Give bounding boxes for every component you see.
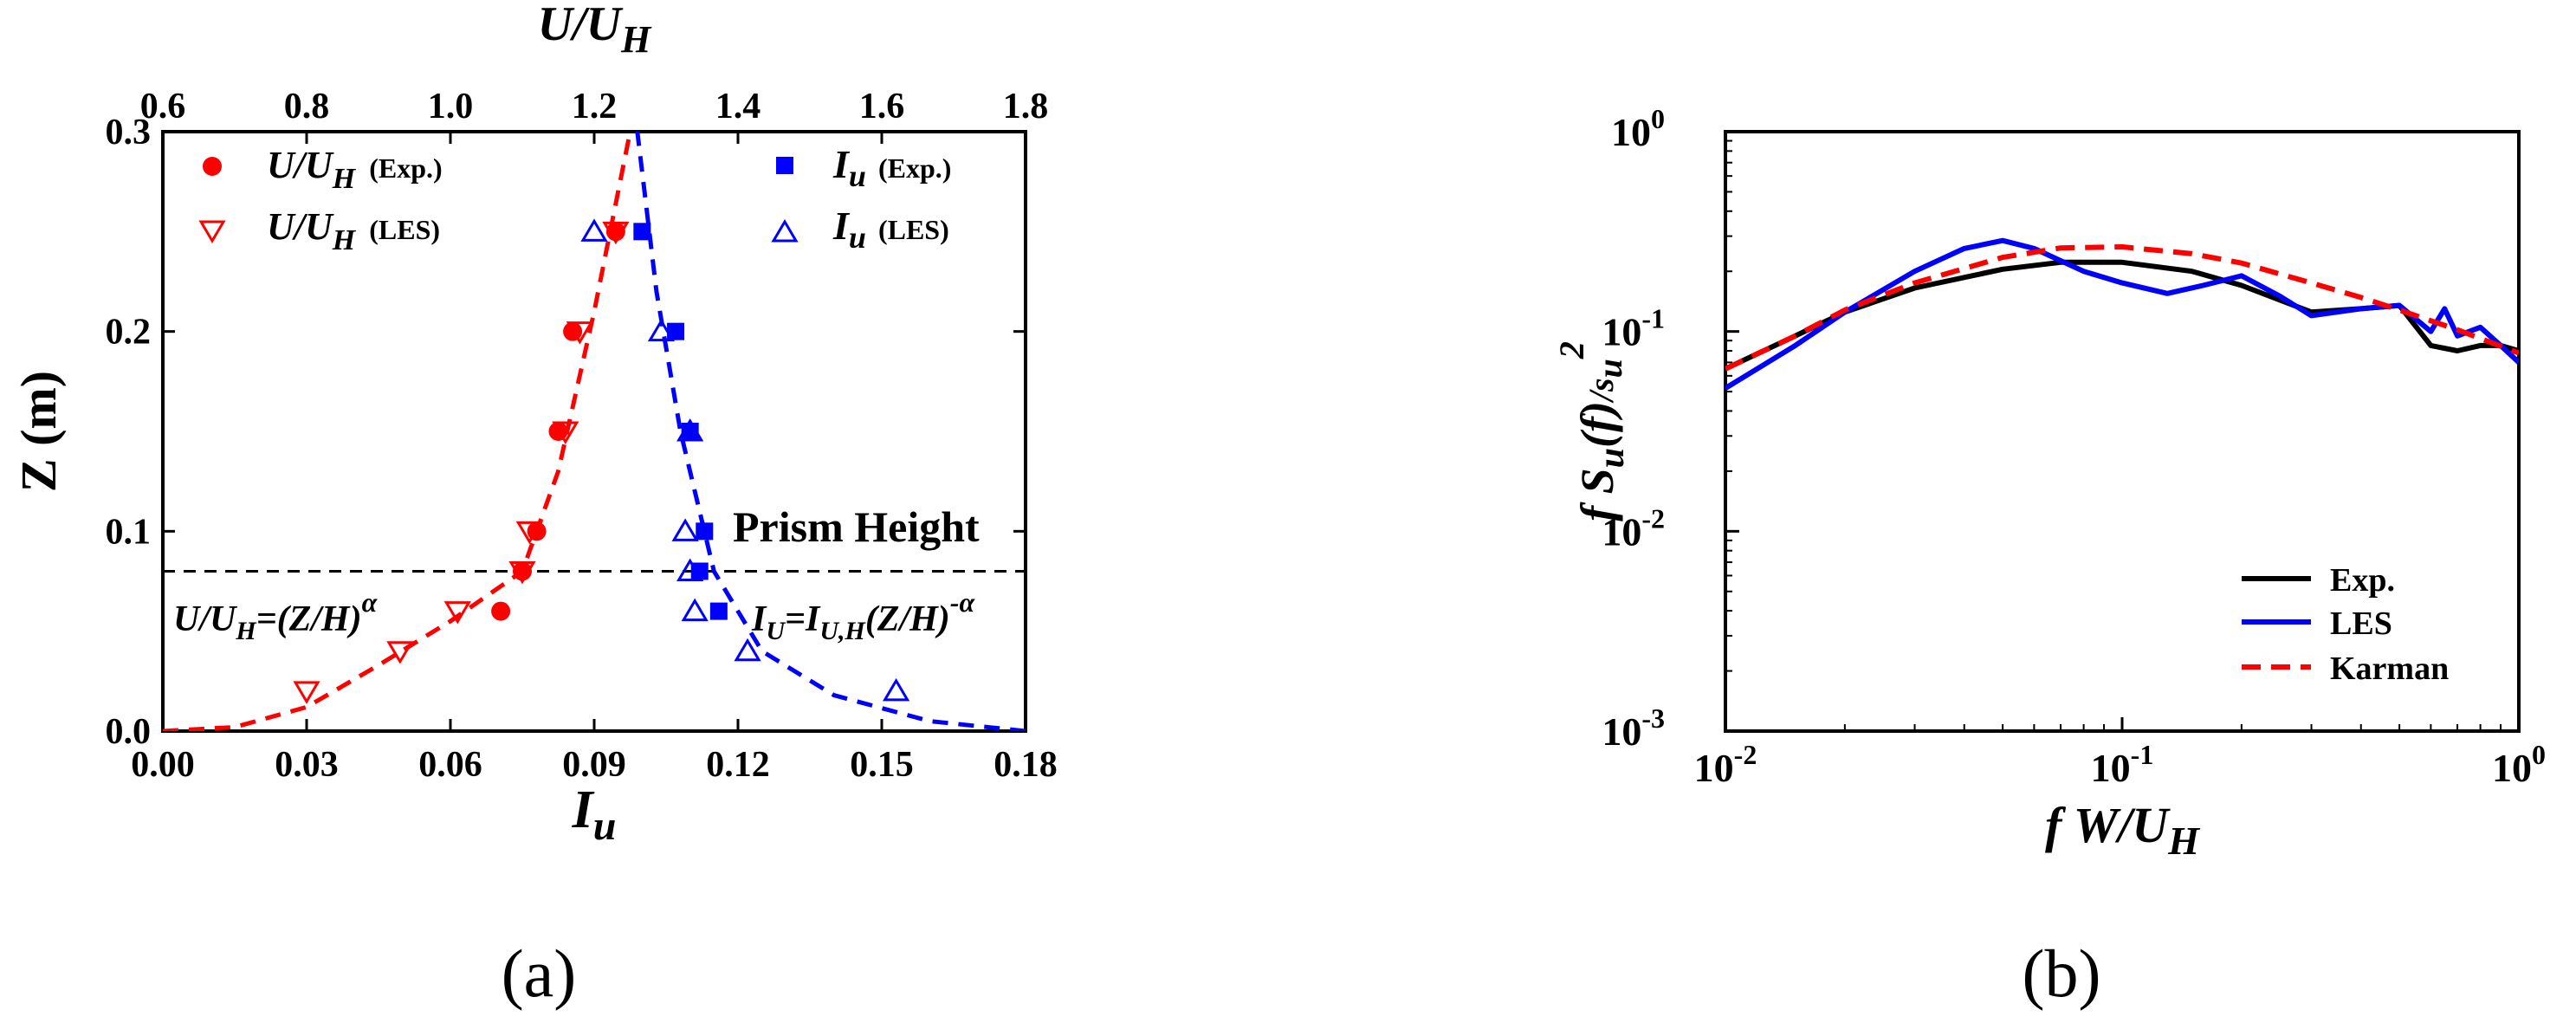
legend-label-les: LES (2330, 605, 2392, 642)
marker-filled-circle (491, 601, 511, 621)
y-tick-label: 0.0 (106, 712, 152, 752)
marker-open-triangle-down (515, 521, 543, 545)
marker-open-triangle-up (676, 418, 704, 442)
y-tick-label-b: 10-1 (1602, 303, 1665, 354)
chart-panel-b: 10-2 10-1 100 10-3 10-2 10-1 100 f W/UH f Su(f… (1552, 103, 2546, 863)
marker-filled-square (696, 522, 714, 541)
plot-frame-b (1724, 130, 2521, 733)
fit-line-turbulence-intensity (635, 132, 1026, 731)
top-tick-label: 1.2 (572, 87, 618, 126)
bottom-tick-label: 0.06 (418, 745, 482, 785)
y-tick-label: 0.2 (106, 313, 152, 353)
chart-panel-a: 0.00 0.03 0.06 0.09 0.12 0.15 0.18 0.6 0.8 1.0 1.2… (10, 0, 1058, 849)
bottom-tick-label: 0.15 (850, 745, 914, 785)
series-line-exp (1725, 259, 2519, 372)
bottom-axis-title: Iu (572, 780, 617, 849)
series-line-karman (1725, 244, 2519, 372)
fit-line-mean-velocity (163, 132, 632, 731)
prism-height-label: Prism Height (733, 502, 980, 551)
bottom-tick-label: 0.03 (275, 745, 339, 785)
bottom-tick-label: 0.09 (562, 745, 626, 785)
marker-open-triangle-up (580, 218, 608, 242)
legend-label-uuh-les: U/UH (LES) (267, 205, 440, 256)
marker-open-triangle-up (647, 318, 676, 342)
top-tick-label: 0.6 (140, 87, 186, 126)
equation-right: IU=IU,H(Z/H)-α (751, 586, 975, 645)
series-lines-b (1725, 237, 2519, 391)
top-tick-label: 1.6 (859, 87, 905, 126)
legend-b: Exp. LES Karman (2242, 562, 2449, 687)
series-line-les (1725, 237, 2519, 391)
top-tick-label: 1.0 (428, 87, 474, 126)
data-markers-a (293, 218, 910, 704)
marker-filled-square (633, 223, 651, 241)
top-tick-label: 1.8 (1003, 87, 1049, 126)
x-tick-label-b: 10-2 (1694, 739, 1757, 790)
top-tick-label: 0.8 (284, 87, 330, 126)
marker-open-triangle-down (443, 601, 471, 625)
axis-ticks-a (161, 130, 1027, 733)
marker-open-triangle-down (566, 321, 594, 345)
marker-open-triangle-down (293, 681, 320, 704)
y-tick-label-b: 10-2 (1602, 502, 1665, 554)
caption-b: (b) (2023, 936, 2101, 1011)
legend-a: U/UH (Exp.) U/UH (LES) Iu (Exp.) Iu (LES) (198, 142, 951, 256)
marker-open-triangle-up (671, 518, 699, 541)
legend-marker-iu-les (771, 219, 799, 243)
caption-a: (a) (502, 936, 577, 1011)
marker-open-triangle-up (676, 558, 704, 581)
marker-open-triangle-down (508, 560, 536, 585)
bottom-tick-label: 0.00 (131, 745, 195, 785)
marker-open-triangle-up (734, 638, 761, 662)
legend-marker-uuh-les (198, 220, 226, 243)
legend-label-exp: Exp. (2330, 562, 2395, 599)
legend-label-iu-exp: Iu (Exp.) (832, 142, 951, 193)
tick-labels-a: 0.00 0.03 0.06 0.09 0.12 0.15 0.18 0.6 0.8 1.0 1.2… (106, 87, 1058, 785)
marker-open-triangle-down (552, 421, 579, 444)
y-tick-label-b: 100 (1611, 103, 1665, 154)
marker-open-triangle-up (882, 677, 910, 702)
legend-label-karman: Karman (2330, 651, 2449, 687)
marker-filled-square (690, 562, 709, 580)
x-tick-label-b: 100 (2492, 739, 2546, 790)
axis-ticks-b (1724, 130, 2521, 733)
marker-filled-square (709, 602, 728, 620)
marker-open-triangle-down (602, 221, 630, 245)
y-tick-label: 0.1 (106, 512, 152, 552)
legend-marker-uuh-exp (203, 157, 222, 176)
top-axis-title: U/UH (538, 0, 652, 61)
y-axis-title-a: Z (m) (10, 371, 67, 492)
top-tick-label: 1.4 (715, 87, 761, 126)
legend-marker-iu-exp (776, 157, 793, 174)
legend-label-iu-les: Iu (LES) (832, 204, 949, 255)
bottom-tick-label: 0.12 (706, 745, 770, 785)
x-axis-title-b: f W/UH (2045, 797, 2200, 863)
bottom-tick-label: 0.18 (994, 745, 1058, 785)
marker-open-triangle-up (681, 598, 709, 622)
equation-left: U/UH=(Z/H)α (173, 586, 379, 645)
tick-labels-b: 10-2 10-1 100 10-3 10-2 10-1 100 (1602, 103, 2546, 790)
y-tick-label-b: 10-3 (1602, 703, 1665, 754)
marker-open-triangle-down (386, 641, 414, 664)
y-axis-title-b: f Su(f)/su2 (1552, 341, 1632, 521)
y-tick-label: 0.3 (106, 113, 152, 152)
x-tick-label-b: 10-1 (2091, 739, 2154, 790)
legend-label-uuh-exp: U/UH (Exp.) (267, 144, 443, 195)
